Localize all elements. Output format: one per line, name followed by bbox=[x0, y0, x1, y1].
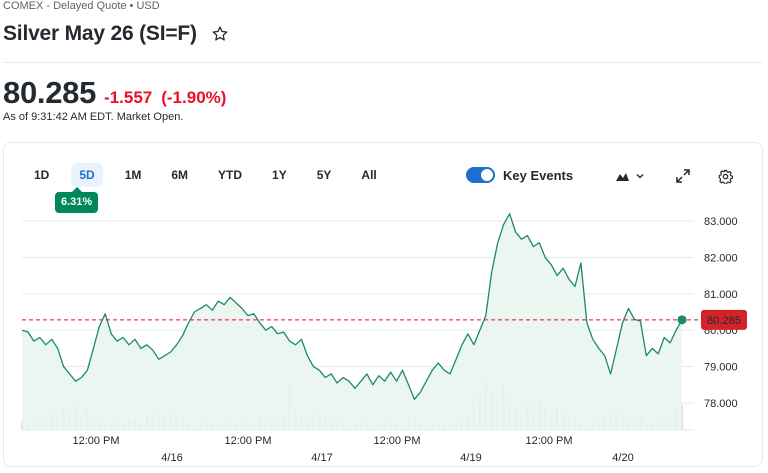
current-price-tag bbox=[701, 309, 747, 330]
quote-timestamp: As of 9:31:42 AM EDT. Market Open. bbox=[3, 111, 184, 123]
chevron-down-icon bbox=[636, 174, 644, 179]
range-1d[interactable]: 1D bbox=[34, 168, 50, 182]
range-all[interactable]: All bbox=[361, 168, 377, 182]
x-date-label: 4/19 bbox=[460, 452, 481, 464]
mountain-chart-icon bbox=[616, 173, 629, 181]
y-tick-label: 82.000 bbox=[704, 252, 738, 264]
key-events-label: Key Events bbox=[503, 167, 574, 183]
x-time-label: 12:00 PM bbox=[224, 435, 271, 447]
header-divider bbox=[3, 62, 762, 63]
toggle-knob bbox=[481, 169, 493, 181]
exchange-info: COMEX - Delayed Quote • USD bbox=[3, 0, 160, 12]
chart-card: 1D 5D 1M 6M YTD 1Y 5Y All 6.31% Key Events 83.0… bbox=[3, 142, 763, 467]
period-change-badge: 6.31% bbox=[55, 187, 99, 213]
title-row: Silver May 26 (SI=F) bbox=[3, 22, 229, 46]
y-tick-label: 78.000 bbox=[704, 398, 738, 410]
current-price-label: 80.285 bbox=[707, 315, 741, 327]
key-events-toggle[interactable] bbox=[466, 167, 495, 183]
x-time-label: 12:00 PM bbox=[525, 435, 572, 447]
price-area bbox=[22, 213, 682, 430]
gear-icon bbox=[718, 169, 733, 184]
range-5y[interactable]: 5Y bbox=[316, 168, 332, 182]
x-date-label: 4/16 bbox=[161, 452, 182, 464]
star-outline-icon[interactable] bbox=[211, 25, 229, 43]
y-tick-label: 83.000 bbox=[704, 216, 738, 228]
x-date-label: 4/20 bbox=[612, 452, 633, 464]
x-time-label: 12:00 PM bbox=[373, 435, 420, 447]
settings-button[interactable] bbox=[718, 167, 733, 185]
range-5d[interactable]: 5D bbox=[71, 163, 103, 187]
y-tick-label: 81.000 bbox=[704, 289, 738, 301]
expand-button[interactable] bbox=[676, 167, 690, 185]
current-price: 80.285 bbox=[3, 75, 97, 110]
y-tick-label: 79.000 bbox=[704, 362, 738, 374]
chart-type-menu[interactable] bbox=[616, 167, 645, 185]
x-date-label: 4/17 bbox=[311, 452, 332, 464]
range-ytd[interactable]: YTD bbox=[218, 168, 243, 182]
quote-row: 80.285 -1.557 (-1.90%) bbox=[3, 75, 226, 111]
range-6m[interactable]: 6M bbox=[171, 168, 189, 182]
range-1y[interactable]: 1Y bbox=[272, 168, 287, 182]
price-line bbox=[21, 213, 683, 401]
x-time-label: 12:00 PM bbox=[72, 435, 119, 447]
page-title: Silver May 26 (SI=F) bbox=[3, 22, 197, 45]
range-1m[interactable]: 1M bbox=[124, 168, 142, 182]
key-events-control: Key Events bbox=[466, 167, 573, 183]
price-chart[interactable]: 83.00082.00081.00080.00079.00078.00080.2… bbox=[4, 143, 763, 467]
price-change: -1.557 bbox=[104, 88, 153, 107]
range-selector: 1D 5D 1M 6M YTD 1Y 5Y All bbox=[26, 163, 399, 187]
price-change-percent: (-1.90%) bbox=[161, 88, 227, 107]
current-price-dot bbox=[677, 315, 687, 325]
expand-icon bbox=[676, 169, 690, 183]
